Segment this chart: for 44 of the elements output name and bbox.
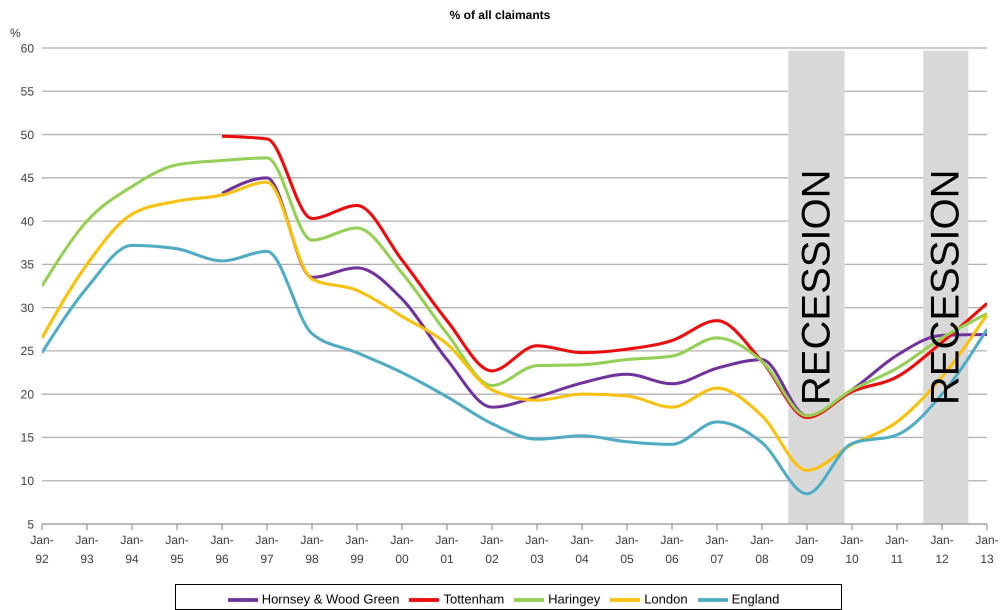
x-tick-label: Jan-08	[750, 533, 774, 566]
x-tick-label: Jan-98	[300, 533, 324, 566]
x-tick-label: Jan-02	[480, 533, 504, 566]
x-tick-label: Jan-06	[660, 533, 684, 566]
x-tick-label: Jan-03	[525, 533, 549, 566]
legend-label: Haringey	[548, 591, 600, 606]
band-label: RECESSION	[924, 169, 968, 406]
legend-label: England	[732, 591, 780, 606]
x-tick-label: Jan-09	[795, 533, 819, 566]
y-tick-label: 50	[20, 128, 34, 142]
x-tick-label: Jan-10	[840, 533, 864, 566]
x-tick-label: Jan-00	[390, 533, 414, 566]
y-tick-label: 35	[20, 258, 34, 272]
y-tick-label: 10	[20, 474, 34, 488]
y-tick-label: 5	[27, 517, 34, 532]
y-tick-label: 55	[20, 84, 34, 99]
legend-label: London	[644, 591, 688, 606]
x-tick-label: Jan-99	[345, 533, 369, 566]
x-tick-label: Jan-97	[255, 533, 279, 566]
y-tick-label: 30	[20, 300, 34, 315]
legend-label: Hornsey & Wood Green	[262, 591, 400, 606]
x-tick-label: Jan-12	[930, 533, 954, 566]
x-tick-label: Jan-11	[885, 533, 909, 566]
chart-title: % of all claimants	[448, 8, 552, 22]
x-tick-label: Jan-01	[435, 533, 459, 566]
x-tick-label: Jan-07	[705, 533, 729, 566]
x-tick-label: Jan-13	[975, 533, 999, 566]
y-tick-label: 15	[20, 430, 34, 445]
y-tick-label: 60	[20, 41, 34, 56]
x-tick-label: Jan-92	[30, 533, 54, 566]
y-axis-title: %	[10, 26, 21, 40]
x-tick-label: Jan-04	[570, 533, 594, 566]
y-tick-label: 45	[20, 171, 34, 186]
x-tick-label: Jan-94	[120, 533, 144, 566]
legend-label: Tottenham	[443, 591, 504, 606]
x-tick-label: Jan-96	[210, 533, 234, 566]
y-tick-label: 40	[20, 214, 34, 228]
x-tick-label: Jan-95	[165, 533, 189, 566]
x-tick-label: Jan-05	[615, 533, 639, 566]
y-tick-label: 20	[20, 387, 34, 402]
band-label: RECESSION	[794, 169, 838, 406]
x-tick-label: Jan-93	[75, 533, 99, 566]
y-tick-label: 25	[20, 344, 34, 358]
line-series	[42, 156, 987, 418]
